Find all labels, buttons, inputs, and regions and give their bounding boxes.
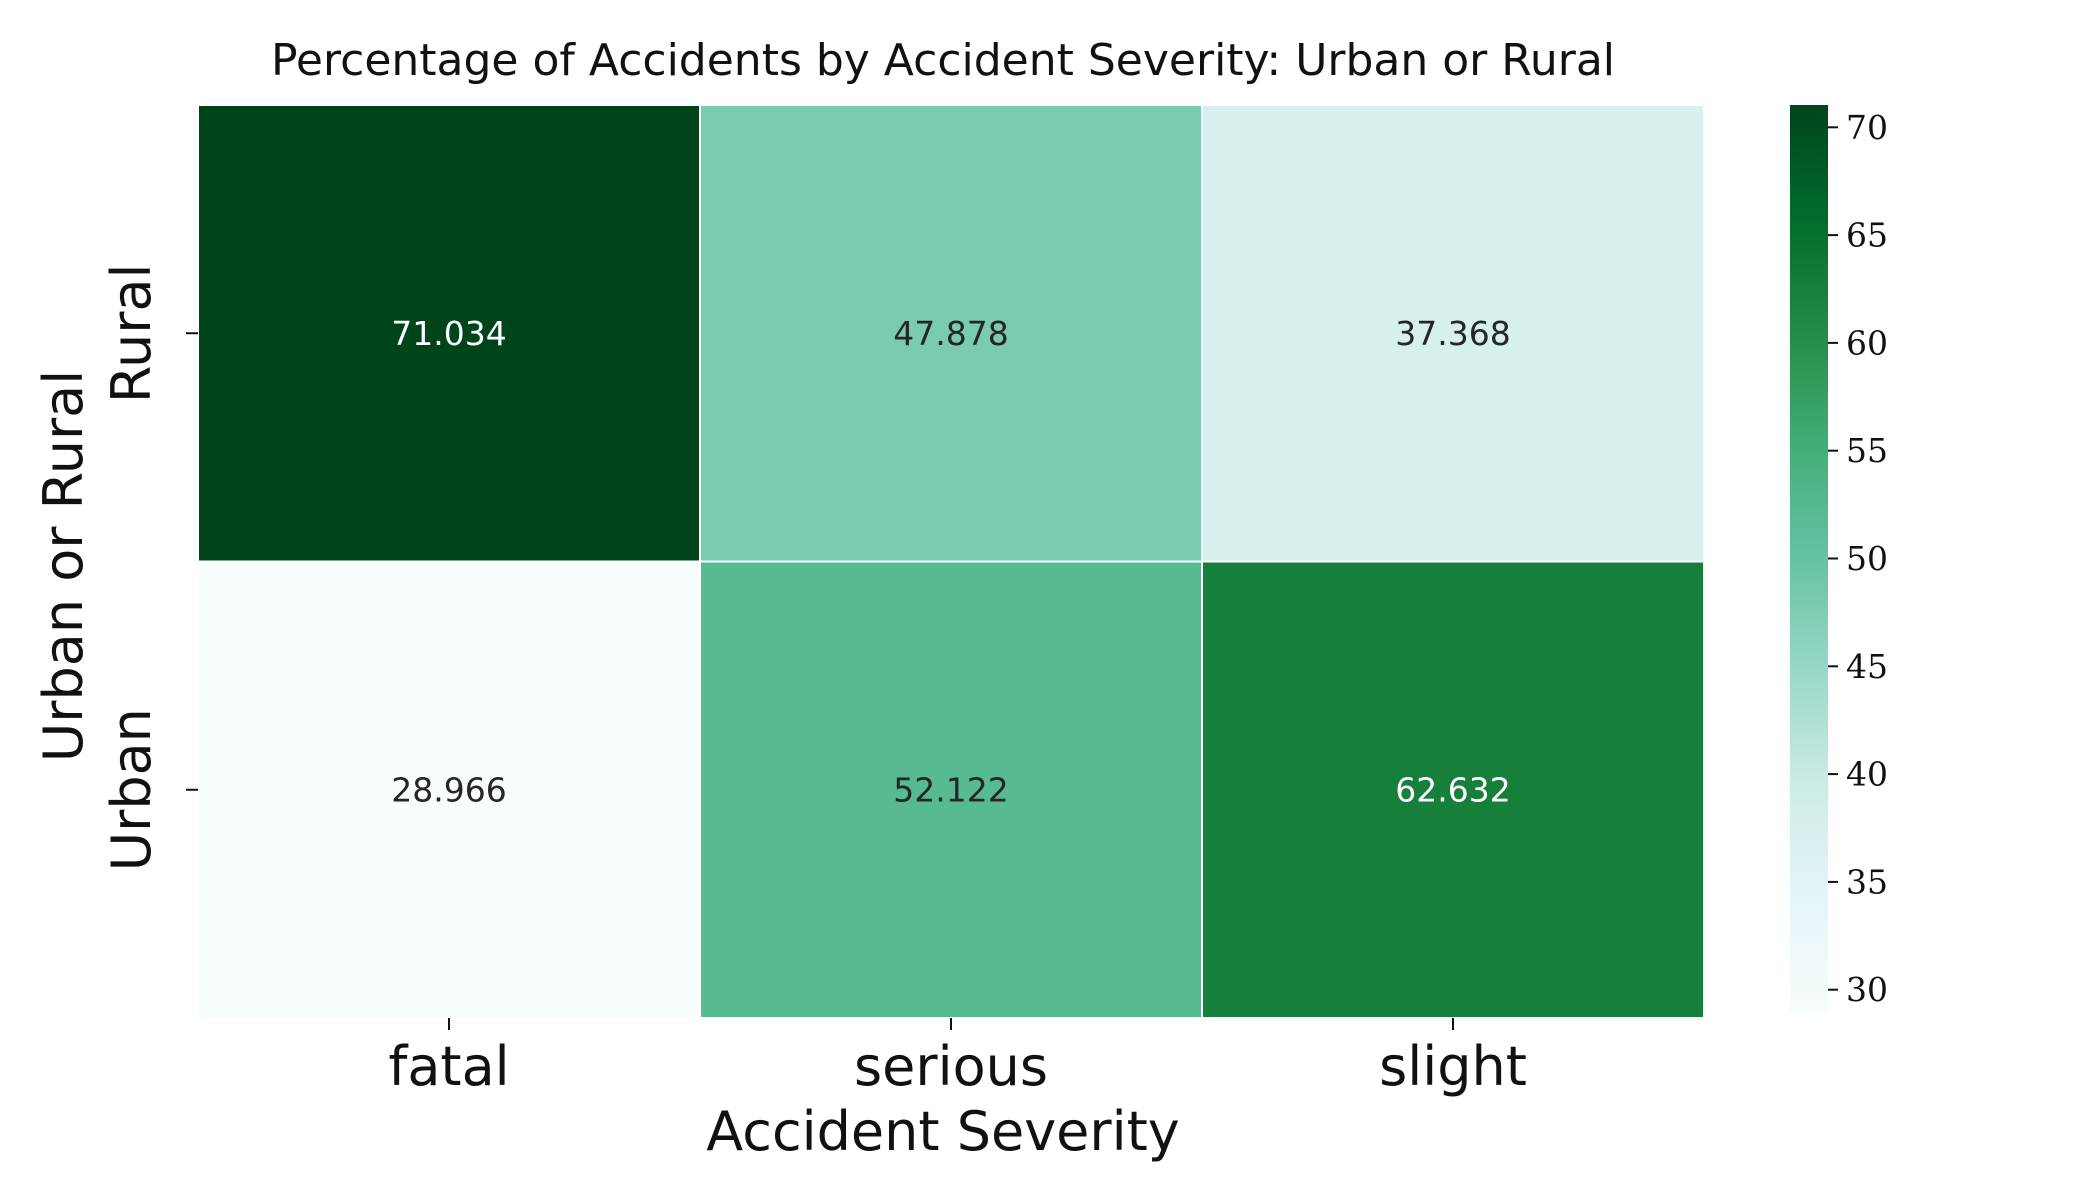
heatmap-cells — [197, 104, 1705, 1019]
chart-title: Percentage of Accidents by Accident Seve… — [271, 35, 1615, 86]
cell-value-label: 47.878 — [893, 314, 1008, 353]
colorbar-tick-label: 60 — [1846, 323, 1888, 362]
cell-value-label: 71.034 — [391, 314, 506, 353]
colorbar-tick-label: 40 — [1846, 755, 1888, 794]
y-tick-label: Urban — [100, 708, 163, 871]
cell-value-label: 52.122 — [893, 770, 1008, 809]
colorbar-tick-label: 45 — [1846, 647, 1888, 686]
heatmap-cell — [1201, 560, 1705, 1019]
cell-value-label: 37.368 — [1395, 314, 1510, 353]
y-axis-ticks: Rural Urban — [100, 263, 198, 871]
colorbar-tick-label: 30 — [1846, 970, 1888, 1009]
cell-value-label: 62.632 — [1395, 770, 1510, 809]
heatmap-cell — [1201, 104, 1705, 563]
colorbar — [1790, 105, 1828, 1012]
x-axis-label: Accident Severity — [706, 1100, 1179, 1163]
colorbar-tick-label: 50 — [1846, 539, 1888, 578]
colorbar-tick-label: 55 — [1846, 431, 1888, 470]
y-axis-label: Urban or Rural — [32, 370, 95, 763]
heatmap-cell — [699, 560, 1203, 1019]
y-tick-label: Rural — [100, 263, 163, 403]
colorbar-tick-label: 35 — [1846, 862, 1888, 901]
colorbar-ticks: 30 35 40 45 50 55 60 65 70 — [1828, 108, 1888, 1009]
heatmap-cell — [699, 104, 1203, 563]
heatmap-cell — [197, 104, 701, 563]
colorbar-tick-label: 65 — [1846, 216, 1888, 255]
x-tick-label: fatal — [388, 1035, 509, 1098]
x-tick-label: slight — [1379, 1035, 1527, 1098]
x-tick-label: serious — [854, 1035, 1048, 1098]
cell-value-label: 28.966 — [391, 770, 506, 809]
x-axis-ticks: fatal serious slight — [388, 1018, 1527, 1098]
heatmap-cell — [197, 560, 701, 1019]
colorbar-tick-label: 70 — [1846, 108, 1888, 147]
cell-value-labels: 71.034 47.878 37.368 28.966 52.122 62.632 — [391, 314, 1510, 810]
